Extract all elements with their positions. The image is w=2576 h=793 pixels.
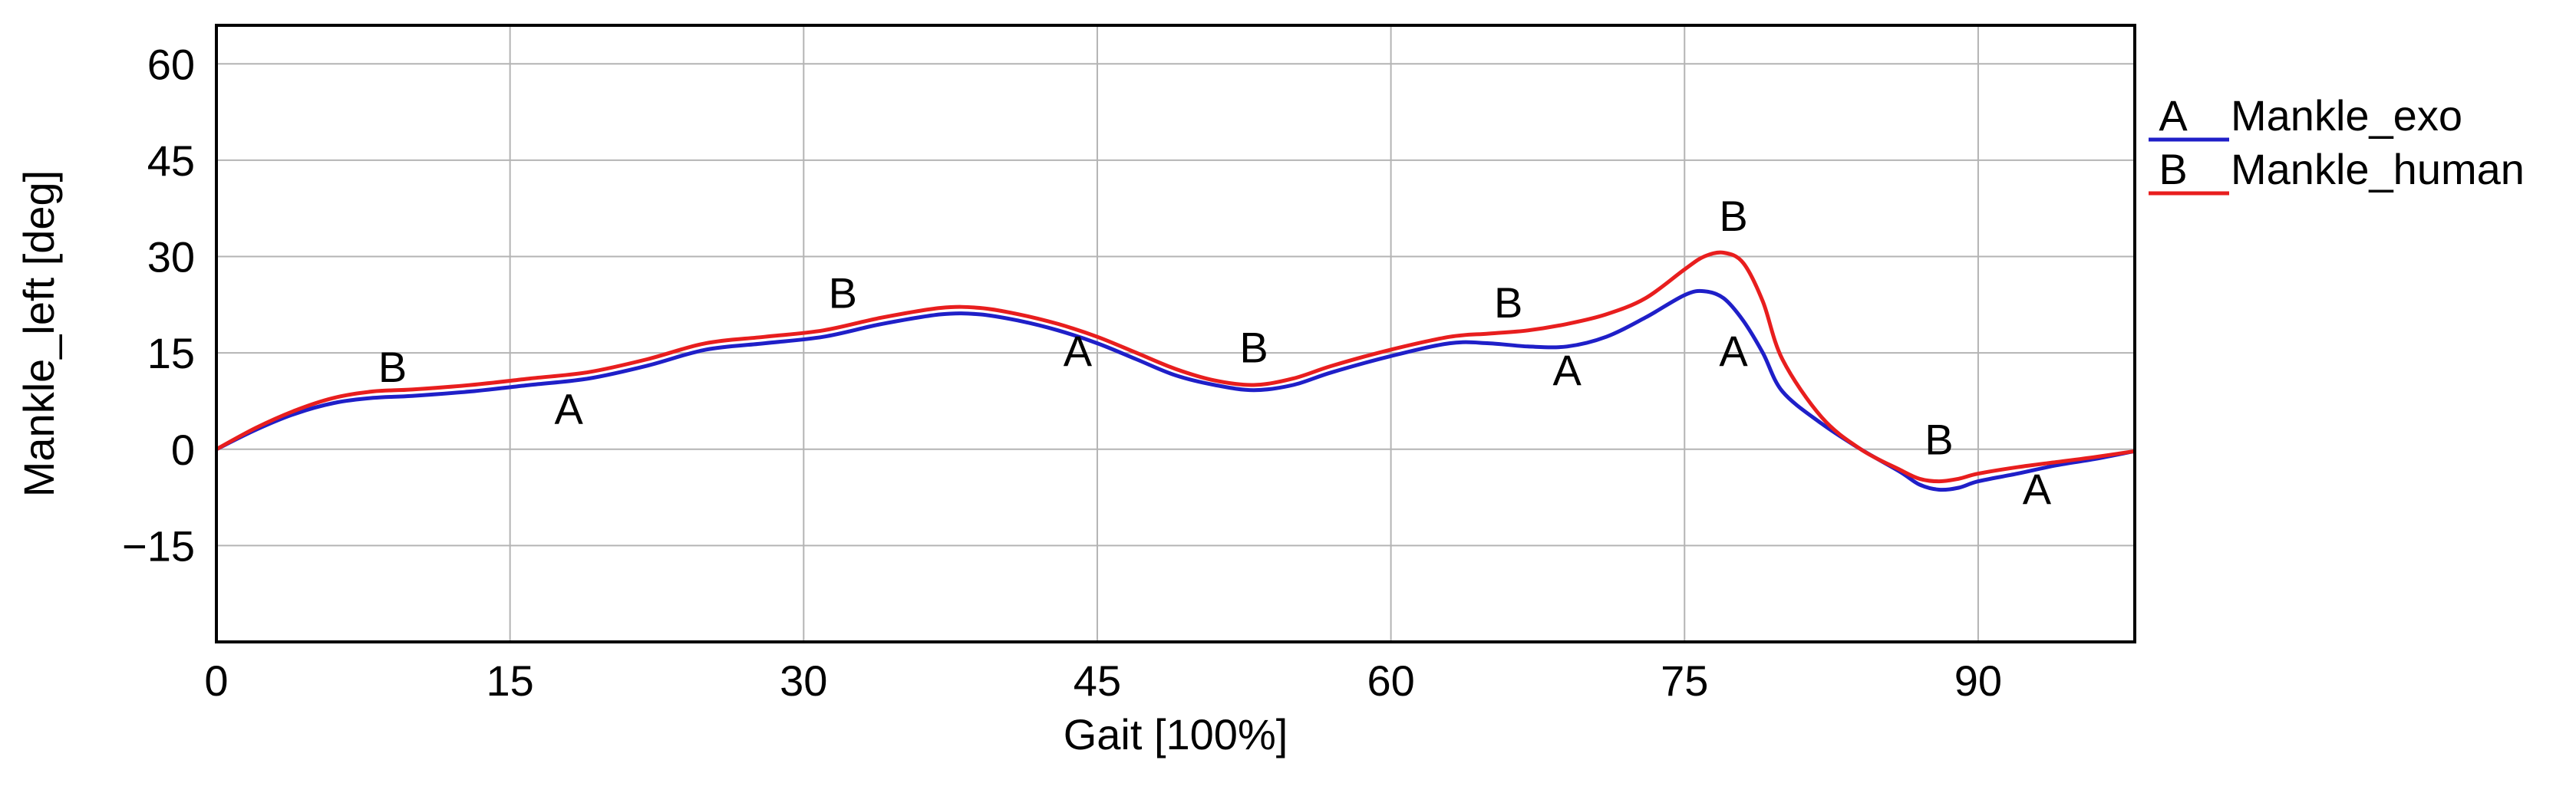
y-tick-label: 60	[147, 40, 195, 88]
series-line-Mankle_human	[215, 250, 2136, 484]
series-line-Mankle_exo	[215, 288, 2136, 492]
legend-item: B Mankle_human	[2149, 145, 2525, 196]
series-marker-label: A	[1553, 346, 1582, 394]
x-tick-label: 15	[487, 656, 534, 705]
y-axis-label: Mankle_left [deg]	[15, 170, 63, 497]
series-marker-label: B	[1925, 415, 1953, 463]
series-marker-label: A	[555, 384, 584, 433]
x-tick-label: 60	[1367, 656, 1414, 705]
series-marker-label: B	[1719, 192, 1747, 240]
legend-marker: B	[2159, 145, 2187, 193]
y-tick-label: 45	[147, 137, 195, 185]
series-marker-label: B	[378, 343, 407, 391]
series-marker-label: B	[1239, 324, 1268, 372]
tick-labels: 0 15 30 45 60 75 90 −15 0 15 30 45 60	[122, 40, 2002, 705]
y-tick-label: −15	[122, 522, 195, 570]
series-marker-label: A	[2023, 465, 2052, 513]
series-marker-label: A	[1719, 327, 1748, 375]
y-tick-label: 15	[147, 329, 195, 377]
legend-marker: A	[2159, 91, 2188, 140]
x-tick-label: 30	[780, 656, 827, 705]
x-axis-label: Gait [100%]	[1064, 710, 1288, 758]
legend-item: A Mankle_exo	[2149, 91, 2462, 142]
x-tick-label: 45	[1074, 656, 1121, 705]
y-tick-label: 30	[147, 233, 195, 281]
x-tick-label: 0	[204, 656, 228, 705]
series-marker-label: B	[1494, 278, 1522, 327]
plot-frame	[215, 24, 2136, 643]
legend-label: Mankle_human	[2231, 145, 2525, 193]
series-marker-label: A	[1064, 327, 1093, 375]
series-marker-label: B	[829, 269, 857, 318]
x-tick-label: 90	[1954, 656, 2002, 705]
grid	[216, 25, 2135, 642]
y-tick-label: 0	[171, 426, 195, 474]
legend-label: Mankle_exo	[2231, 91, 2462, 140]
x-tick-label: 75	[1661, 656, 1708, 705]
legend: A Mankle_exo B Mankle_human	[2149, 91, 2525, 196]
